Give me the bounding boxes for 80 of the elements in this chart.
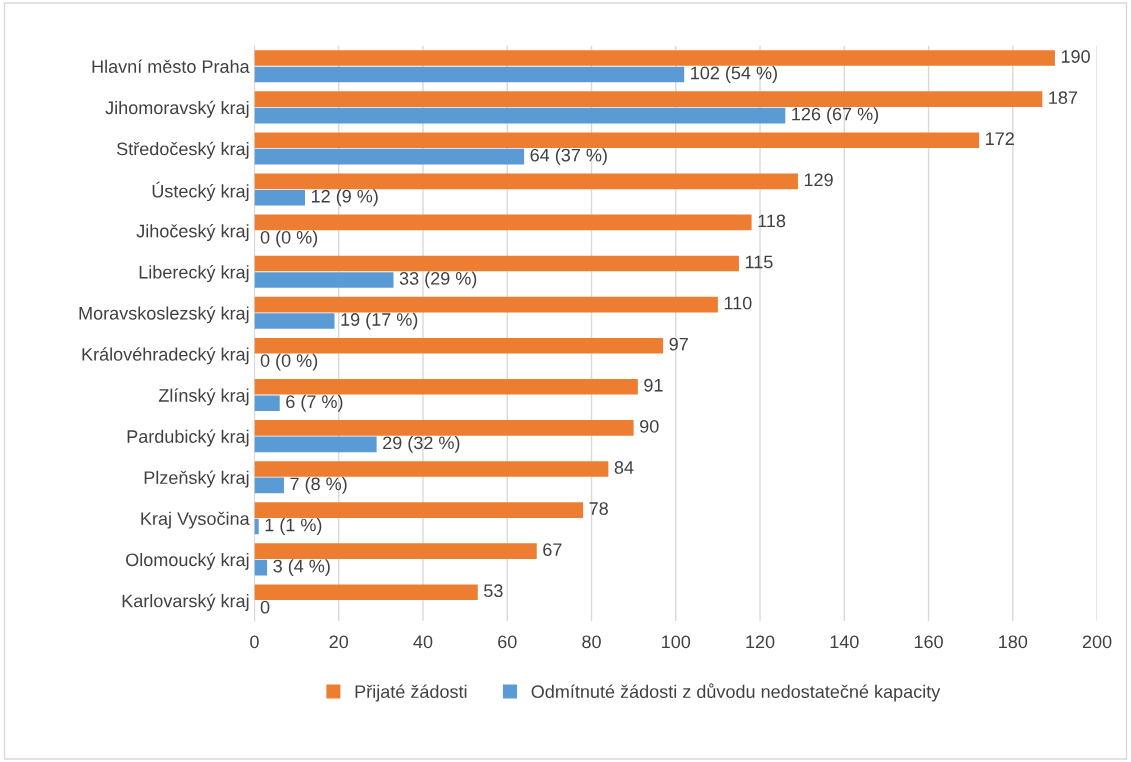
bar <box>254 132 980 149</box>
y-tick-label: Královéhradecký kraj <box>82 347 249 365</box>
y-tick-label: Olomoucký kraj <box>126 552 249 570</box>
y-tick-label: Středočeský kraj <box>116 141 249 159</box>
data-label: 118 <box>758 214 786 228</box>
data-label: 3 (4 %) <box>273 559 330 577</box>
data-label: 67 <box>543 543 562 557</box>
bar <box>254 313 335 329</box>
y-tick-label: Moravskoslezský kraj <box>79 306 249 324</box>
bar <box>254 584 478 601</box>
bar <box>254 173 798 190</box>
bar <box>254 502 584 518</box>
bar <box>254 296 718 313</box>
bar <box>254 395 280 412</box>
data-label: 12 (9 %) <box>311 189 378 207</box>
y-tick-label: Kraj Vysočina <box>141 511 250 529</box>
data-label: 6 (7 %) <box>286 394 343 412</box>
bar <box>254 461 609 477</box>
legend-label: Odmítnuté žádosti z důvodu nedostatečné kapacity <box>531 683 941 702</box>
x-tick-label: 140 <box>830 635 859 649</box>
data-label: 53 <box>484 584 503 598</box>
bar <box>254 214 752 231</box>
data-label: 129 <box>804 173 833 187</box>
data-label: 84 <box>614 461 634 474</box>
data-label: 0 (0 %) <box>260 353 318 371</box>
y-tick-label: Karlovarský kraj <box>122 593 249 611</box>
bar <box>254 518 259 535</box>
data-label: 78 <box>589 502 608 515</box>
data-label: 172 <box>986 132 1014 145</box>
data-label: 91 <box>644 378 663 392</box>
y-tick-label: Plzeňský kraj <box>144 470 249 488</box>
y-tick-label: Zlínský kraj <box>158 388 249 406</box>
bar <box>254 477 284 494</box>
data-label: 0 <box>260 600 270 614</box>
x-tick-label: 160 <box>914 635 943 649</box>
data-label: 7 (8 %) <box>290 477 347 494</box>
x-tick-label: 40 <box>413 635 433 649</box>
x-tick-label: 120 <box>746 635 775 649</box>
data-label: 33 (29 %) <box>399 271 477 289</box>
bar <box>254 378 638 395</box>
bar <box>254 543 537 559</box>
data-label: 187 <box>1049 91 1078 104</box>
x-tick-label: 180 <box>999 635 1028 649</box>
y-tick-label: Ústecký kraj <box>152 181 249 202</box>
data-label: 90 <box>640 419 659 433</box>
bar <box>254 107 786 124</box>
y-tick-label: Liberecký kraj <box>139 265 249 283</box>
y-tick-label: Jihočeský kraj <box>136 223 249 242</box>
x-tick-label: 80 <box>582 635 601 649</box>
bar <box>254 420 634 436</box>
bar <box>254 255 739 272</box>
bar <box>254 50 1055 66</box>
data-label: 29 (32 %) <box>383 435 460 453</box>
data-label: 64 (37 %) <box>530 148 607 166</box>
bar <box>254 148 525 165</box>
data-label: 1 (1 %) <box>265 518 322 535</box>
bar <box>254 337 664 354</box>
data-label: 97 <box>669 337 688 351</box>
bar <box>254 272 394 288</box>
bar <box>254 436 377 453</box>
legend-label: Přijaté žádosti <box>355 684 467 702</box>
y-tick-label: Hlavní město Praha <box>92 59 250 73</box>
y-tick-label: Jihomoravský kraj <box>105 100 249 118</box>
x-tick-label: 0 <box>250 635 259 649</box>
bar <box>254 91 1043 107</box>
data-label: 126 (67 %) <box>792 107 879 124</box>
x-tick-label: 100 <box>662 635 691 649</box>
x-tick-label: 60 <box>498 635 517 649</box>
x-tick-label: 200 <box>1082 635 1112 649</box>
data-label: 110 <box>724 296 752 310</box>
data-label: 190 <box>1061 50 1090 63</box>
y-tick-label: Pardubický kraj <box>127 429 249 447</box>
bar <box>254 559 268 576</box>
bar <box>254 66 685 83</box>
x-tick-label: 20 <box>329 635 349 649</box>
bar <box>254 189 306 206</box>
data-label: 115 <box>745 255 773 269</box>
data-label: 19 (17 %) <box>341 312 418 330</box>
data-label: 0 (0 %) <box>260 230 318 248</box>
data-label: 102 (54 %) <box>691 66 777 83</box>
